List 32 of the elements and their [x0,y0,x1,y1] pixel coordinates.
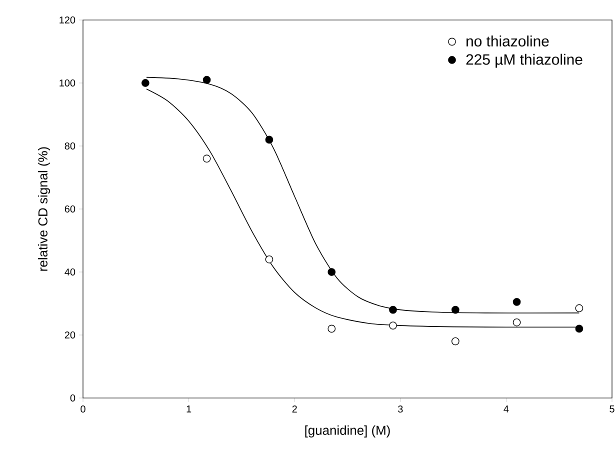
y-tick-label: 20 [64,331,76,339]
point [512,298,521,306]
point [265,255,274,264]
point [328,268,336,276]
y-tick-label: 40 [64,268,76,276]
y-tick-label: 80 [64,142,76,150]
y-tick-label: 100 [60,79,76,87]
y-axis-title: relative CD signal (%) [38,147,50,271]
point [202,154,211,163]
y-tick-label: 0 [70,394,76,402]
point [575,324,584,333]
point [451,337,460,346]
x-axis-title: [guanidine] (M) [305,425,390,438]
x-tick-label: 4 [504,406,509,412]
y-tick-label: 120 [60,16,76,24]
point [141,79,150,87]
x-tick-label: 3 [398,406,403,413]
point [389,322,397,330]
y-tick-label: 60 [64,205,76,213]
point [202,76,211,84]
point [575,304,584,312]
point [389,306,397,314]
x-tick-label: 1 [186,406,192,412]
legend-label: no thiazoline [466,36,549,46]
point [512,318,521,326]
legend-label: 225 µM thiazoline [466,54,582,68]
x-tick-label: 5 [610,406,614,412]
point [451,306,460,314]
point [328,324,336,333]
x-tick-label: 2 [292,406,297,412]
point [265,136,274,144]
x-tick-label: 0 [80,406,86,413]
